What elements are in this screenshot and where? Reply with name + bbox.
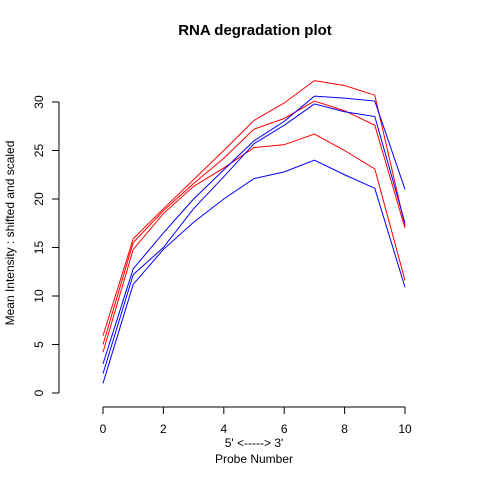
y-axis-ticks: 0 5 10 15 20 25 30 xyxy=(32,95,59,396)
series-line-4 xyxy=(102,95,406,365)
x-tick-label: 8 xyxy=(341,422,348,436)
series-line-5 xyxy=(102,103,406,374)
y-tick-label: 5 xyxy=(32,341,46,348)
y-tick-label: 10 xyxy=(32,289,46,303)
y-tick-label: 25 xyxy=(32,144,46,158)
y-tick-label: 20 xyxy=(32,192,46,206)
x-tick-label: 10 xyxy=(398,422,412,436)
series-line-1 xyxy=(102,80,406,336)
x-tick-label: 4 xyxy=(220,422,227,436)
x-axis-label-line2: Probe Number xyxy=(215,452,293,466)
series-group xyxy=(102,80,406,384)
series-line-6 xyxy=(102,159,406,384)
x-axis-label-line1: 5' <-----> 3' xyxy=(225,436,284,450)
x-tick-label: 6 xyxy=(281,422,288,436)
y-tick-label: 15 xyxy=(32,241,46,255)
x-axis-ticks: 0 2 4 6 8 10 xyxy=(100,407,412,436)
chart-title: RNA degradation plot xyxy=(178,22,332,39)
y-tick-label: 0 xyxy=(32,389,46,396)
x-tick-label: 2 xyxy=(160,422,167,436)
y-tick-label: 30 xyxy=(32,95,46,109)
x-tick-label: 0 xyxy=(100,422,107,436)
series-line-3 xyxy=(102,133,406,353)
series-line-2 xyxy=(102,100,406,345)
y-axis-label: Mean Intensity : shifted and scaled xyxy=(3,141,17,326)
